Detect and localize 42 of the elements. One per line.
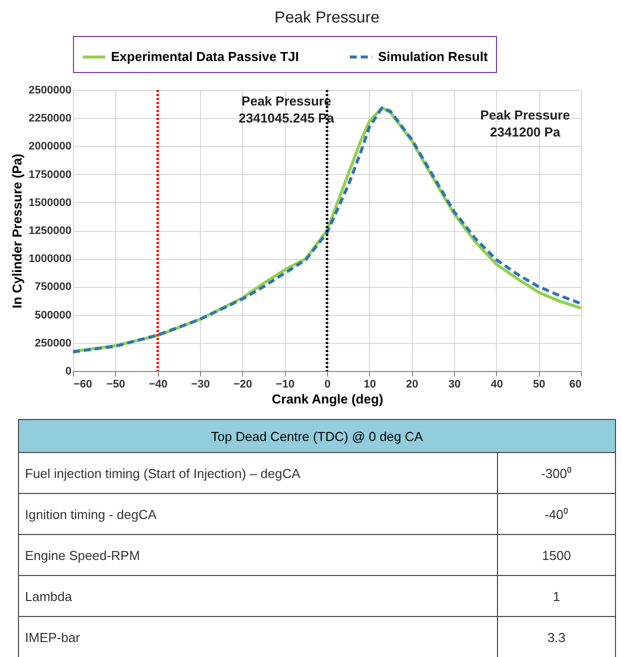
legend-label: Experimental Data Passive TJI (111, 49, 299, 64)
y-axis-title: In Cylinder Pressure (Pa) (10, 154, 25, 308)
y-tick-label: 1500000 (28, 196, 72, 209)
text: 1500 (498, 534, 616, 576)
text: Fuel injection timing (Start of Injection) – degCA (18, 452, 498, 494)
y-tick-label: 750000 (34, 281, 72, 294)
text: Lambda (18, 576, 498, 616)
x-tick-label: 40 (490, 378, 503, 390)
y-tick-label: 250000 (34, 337, 72, 350)
y-tick-label: 500000 (34, 309, 72, 322)
x-tick-label: 30 (448, 378, 461, 390)
x-tick-label: 50 (533, 378, 546, 390)
y-tick-label: 1000000 (28, 253, 72, 266)
chart-title: Peak Pressure (274, 10, 380, 26)
x-tick-label: −10 (276, 378, 295, 390)
text: IMEP-bar (18, 616, 498, 657)
y-tick-label: 1250000 (28, 225, 72, 237)
y-tick-label: 1750000 (28, 168, 72, 181)
x-tick-label: −20 (233, 378, 252, 390)
text: Engine Speed-RPM (18, 534, 498, 576)
x-tick-label: −30 (191, 378, 210, 390)
x-tick-label: −60 (74, 378, 92, 390)
text: Ignition timing - degCA (18, 494, 498, 534)
x-tick-label: −40 (148, 378, 168, 390)
text: 1 (498, 576, 616, 616)
x-tick-label: 10 (364, 378, 376, 390)
legend-label: Simulation Result (378, 49, 488, 64)
x-tick-label: −50 (106, 378, 126, 390)
annotation: Peak Pressure 2341045.245 Pa (238, 94, 335, 126)
x-tick-label: 60 (569, 378, 582, 390)
y-tick-label: 2000000 (28, 140, 72, 153)
x-tick-label: 20 (406, 378, 418, 390)
x-axis-title: Crank Angle (deg) (272, 392, 384, 406)
y-tick-label: 0 (65, 366, 72, 378)
x-tick-label: 0 (324, 378, 331, 390)
y-tick-label: 2500000 (28, 84, 72, 96)
annotation: Peak Pressure 2341200 Pa (480, 108, 570, 140)
text: -40⁰ (498, 494, 616, 534)
text: 3.3 (498, 616, 616, 657)
text: -300⁰ (498, 452, 616, 494)
text: Top Dead Centre (TDC) @ 0 deg CA (18, 420, 616, 452)
y-tick-label: 2250000 (28, 112, 72, 125)
